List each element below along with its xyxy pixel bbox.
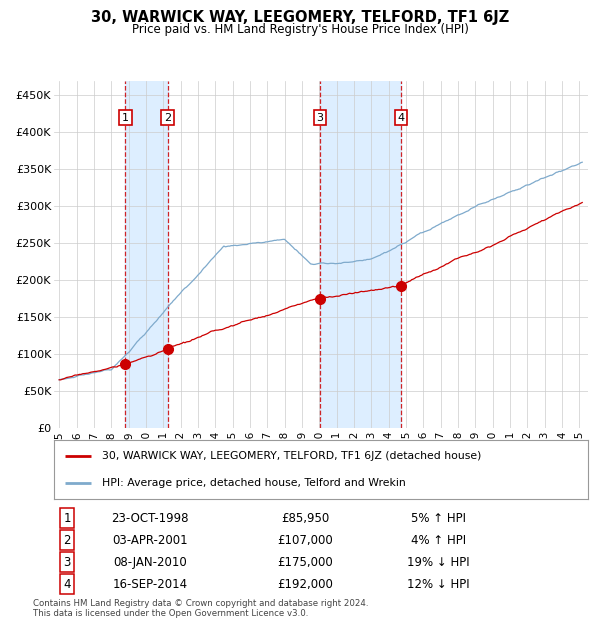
Text: 4% ↑ HPI: 4% ↑ HPI — [411, 534, 466, 547]
Text: 2: 2 — [64, 534, 71, 547]
Text: 12% ↓ HPI: 12% ↓ HPI — [407, 578, 470, 591]
Text: 3: 3 — [64, 556, 71, 569]
Text: 3: 3 — [316, 113, 323, 123]
Text: 30, WARWICK WAY, LEEGOMERY, TELFORD, TF1 6JZ (detached house): 30, WARWICK WAY, LEEGOMERY, TELFORD, TF1… — [102, 451, 481, 461]
Text: £85,950: £85,950 — [281, 512, 329, 525]
Text: Contains HM Land Registry data © Crown copyright and database right 2024.: Contains HM Land Registry data © Crown c… — [33, 600, 368, 608]
Text: 08-JAN-2010: 08-JAN-2010 — [113, 556, 187, 569]
Text: This data is licensed under the Open Government Licence v3.0.: This data is licensed under the Open Gov… — [33, 609, 308, 618]
Text: 5% ↑ HPI: 5% ↑ HPI — [411, 512, 466, 525]
Text: 30, WARWICK WAY, LEEGOMERY, TELFORD, TF1 6JZ: 30, WARWICK WAY, LEEGOMERY, TELFORD, TF1… — [91, 10, 509, 25]
Text: £107,000: £107,000 — [277, 534, 333, 547]
Text: 16-SEP-2014: 16-SEP-2014 — [113, 578, 188, 591]
Text: HPI: Average price, detached house, Telford and Wrekin: HPI: Average price, detached house, Telf… — [102, 478, 406, 488]
Text: Price paid vs. HM Land Registry's House Price Index (HPI): Price paid vs. HM Land Registry's House … — [131, 24, 469, 36]
Text: 23-OCT-1998: 23-OCT-1998 — [112, 512, 189, 525]
Text: 03-APR-2001: 03-APR-2001 — [112, 534, 188, 547]
Bar — [125, 81, 167, 428]
Text: £192,000: £192,000 — [277, 578, 333, 591]
Text: 1: 1 — [122, 113, 129, 123]
Text: 4: 4 — [397, 113, 404, 123]
Text: 2: 2 — [164, 113, 171, 123]
Text: 4: 4 — [64, 578, 71, 591]
Text: 19% ↓ HPI: 19% ↓ HPI — [407, 556, 470, 569]
Text: 1: 1 — [64, 512, 71, 525]
Text: £175,000: £175,000 — [277, 556, 333, 569]
Bar — [320, 81, 401, 428]
